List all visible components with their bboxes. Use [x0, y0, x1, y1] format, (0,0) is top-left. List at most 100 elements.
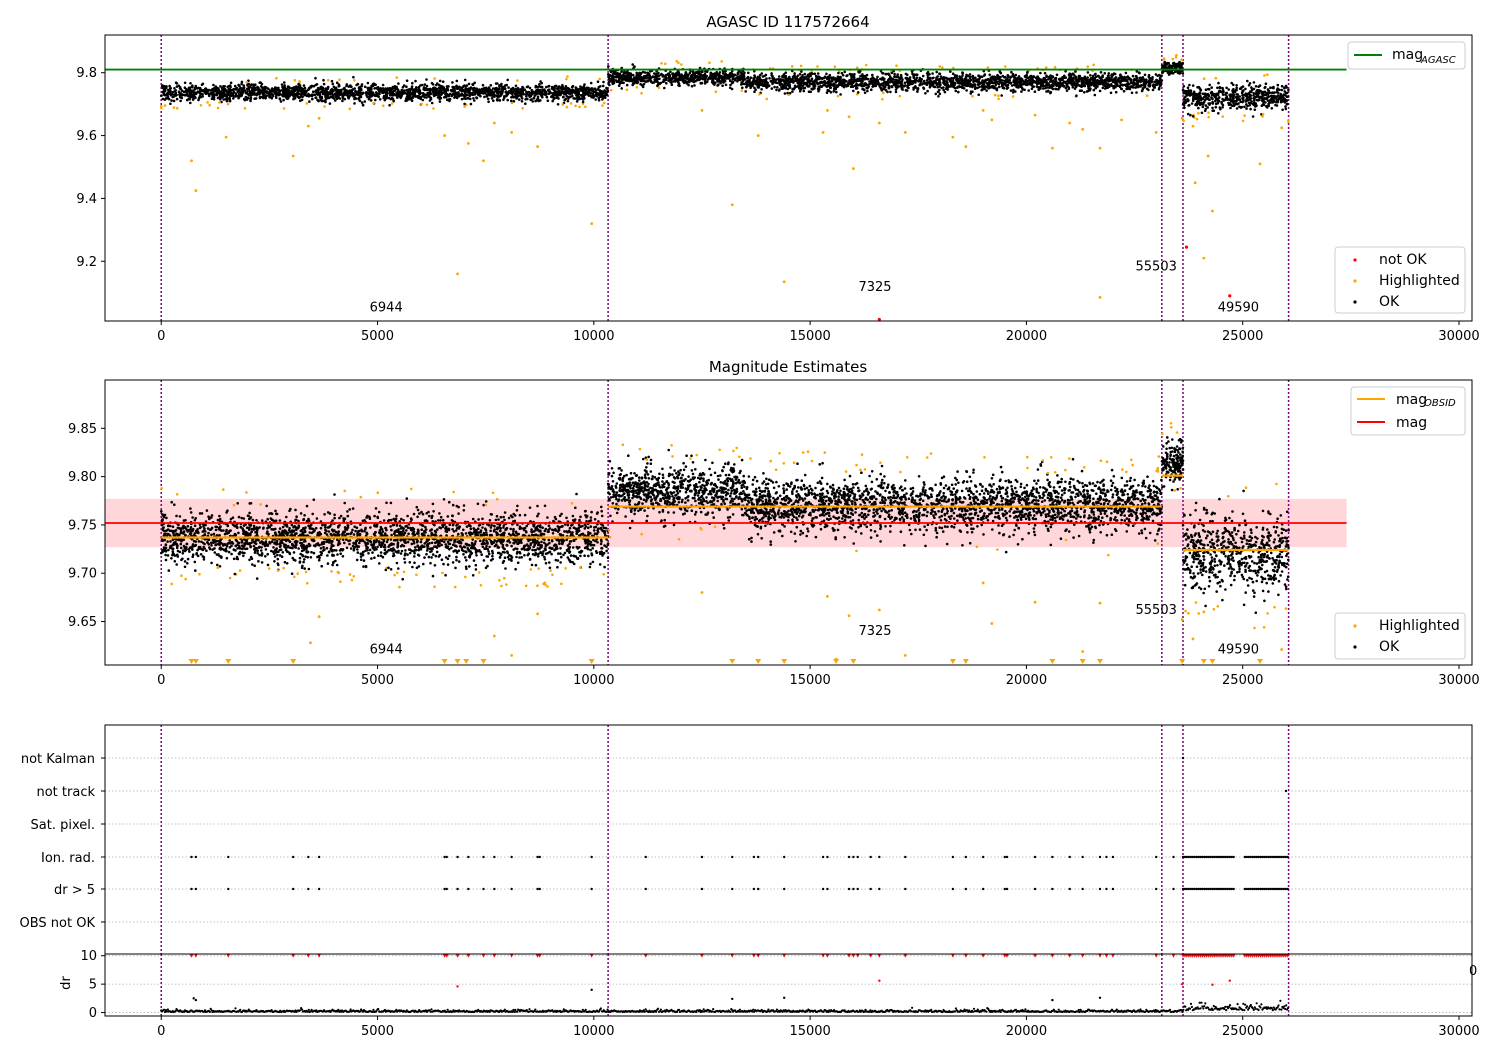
ok-point [926, 89, 929, 93]
highlighted-point [881, 98, 884, 101]
ok-point [330, 79, 334, 83]
ok-point [799, 78, 803, 81]
ok-point [243, 98, 247, 102]
ok-point [242, 86, 245, 90]
ok-point [1061, 81, 1064, 85]
ok-point [455, 79, 459, 83]
ok-point [437, 86, 441, 90]
ok-point [451, 81, 454, 84]
highlighted-point [833, 65, 837, 68]
highlighted-point [635, 86, 639, 89]
ok-point [179, 99, 182, 103]
ok-point [607, 65, 610, 68]
ok-point [987, 83, 990, 87]
ok-point [855, 78, 858, 82]
ok-point [672, 80, 675, 83]
ok-point [287, 89, 291, 93]
ok-point [1089, 74, 1092, 77]
ok-point [997, 82, 1001, 86]
ok-point [425, 84, 429, 88]
ok-point [251, 86, 254, 90]
highlighted-point [175, 106, 179, 110]
ok-point [223, 85, 226, 88]
ok-point [378, 92, 381, 96]
ok-point [616, 75, 619, 78]
ok-point [483, 86, 486, 90]
ok-point [750, 85, 753, 88]
ok-point [853, 80, 856, 83]
ok-point [605, 93, 609, 97]
ok-point [1086, 71, 1090, 74]
ok-point [676, 81, 680, 84]
ok-point [417, 85, 421, 89]
ok-point [277, 91, 280, 95]
ok-point [682, 81, 686, 85]
ok-point [400, 91, 404, 94]
ok-point [791, 77, 794, 81]
ok-point [388, 103, 391, 107]
ok-point [425, 78, 428, 81]
ok-point [777, 75, 781, 78]
ok-point [278, 97, 282, 100]
ok-point [970, 83, 973, 87]
ok-point [556, 103, 560, 106]
ok-point [466, 90, 470, 94]
ok-point [404, 91, 407, 95]
ok-point [949, 83, 953, 87]
ok-point [1135, 85, 1138, 89]
ok-point [270, 87, 274, 90]
ok-point [168, 84, 171, 88]
ok-point [534, 93, 538, 96]
ok-point [297, 92, 301, 96]
ok-point [931, 72, 934, 75]
ok-point [912, 86, 915, 90]
highlighted-point [348, 107, 352, 111]
ok-point [232, 88, 235, 91]
ok-point [348, 89, 352, 92]
highlighted-point [602, 101, 606, 105]
ok-point [439, 90, 443, 93]
ok-point [883, 85, 887, 89]
ok-point [1178, 72, 1182, 75]
ok-point [473, 99, 476, 102]
ok-point [749, 76, 753, 79]
ok-point [1037, 88, 1040, 92]
ok-point [240, 91, 244, 95]
ok-point [377, 95, 381, 99]
ok-point [595, 95, 599, 98]
ok-point [745, 85, 748, 88]
ok-point [853, 72, 856, 76]
highlighted-point [160, 104, 163, 108]
ok-point [552, 94, 555, 98]
ok-point [506, 78, 510, 82]
ok-point [1152, 86, 1156, 89]
ok-point [1148, 77, 1152, 80]
ok-point [758, 77, 761, 80]
ok-point [1167, 73, 1171, 76]
ok-point [277, 93, 281, 97]
ok-point [467, 82, 471, 86]
ok-point [862, 84, 866, 88]
ok-point [813, 87, 816, 90]
ok-point [786, 91, 789, 95]
ok-point [596, 80, 600, 83]
ok-point [518, 98, 521, 101]
ok-point [518, 91, 522, 95]
ok-point [1066, 78, 1070, 82]
ok-point [821, 77, 824, 80]
ok-point [358, 90, 361, 93]
ok-point [369, 99, 373, 102]
ok-point [185, 88, 188, 91]
ok-point [1152, 83, 1155, 86]
ok-point [429, 88, 432, 92]
ok-point [803, 72, 807, 76]
ok-point [821, 81, 824, 84]
ok-point [894, 90, 898, 94]
ok-point [436, 96, 440, 99]
ok-point [1032, 75, 1036, 79]
highlighted-point [601, 104, 604, 107]
ok-point [612, 78, 615, 82]
highlighted-point [463, 105, 466, 108]
ok-point [644, 74, 648, 78]
ok-point [867, 85, 870, 88]
